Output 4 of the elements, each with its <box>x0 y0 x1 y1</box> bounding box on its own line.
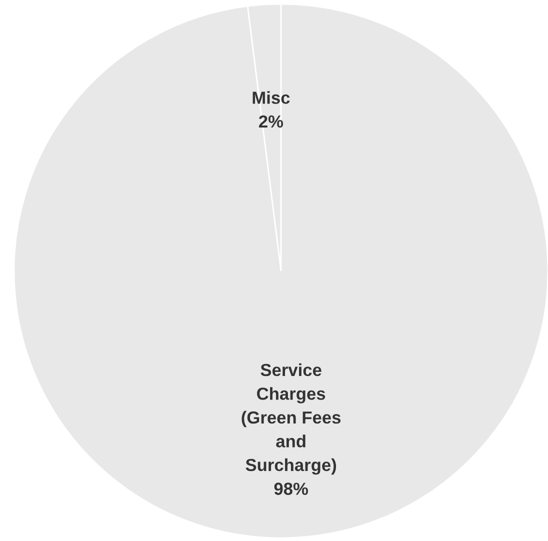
slice-label: Service Charges (Green Fees and Surcharge) <box>242 363 341 475</box>
data-label: 98% <box>274 482 308 495</box>
data-label: 2% <box>258 115 284 128</box>
slice-label: Misc <box>252 91 290 104</box>
